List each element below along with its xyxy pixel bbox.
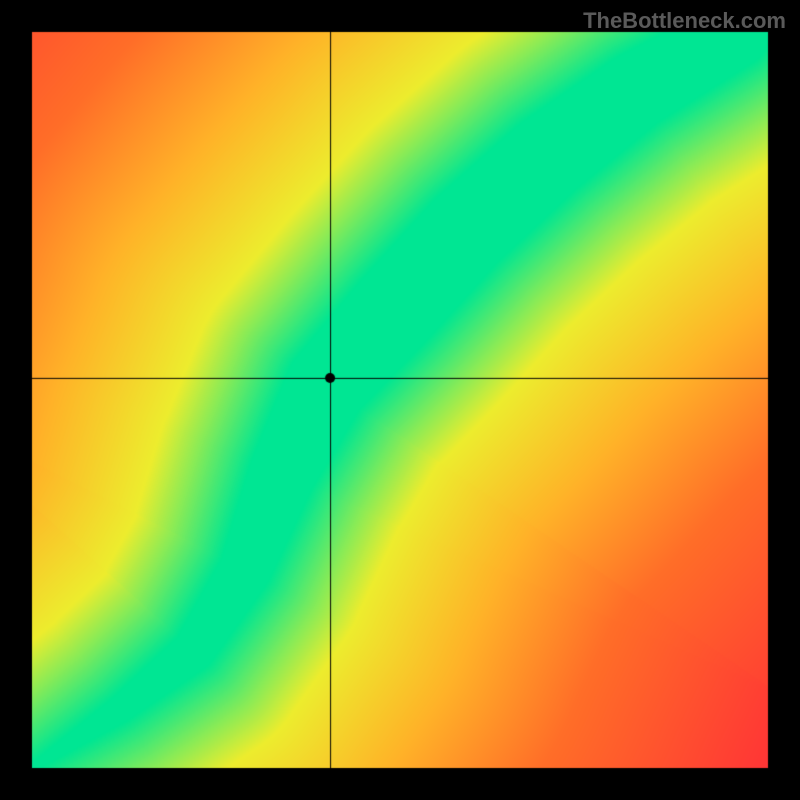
watermark-text: TheBottleneck.com — [583, 8, 786, 34]
heatmap-canvas — [0, 0, 800, 800]
chart-container: TheBottleneck.com — [0, 0, 800, 800]
